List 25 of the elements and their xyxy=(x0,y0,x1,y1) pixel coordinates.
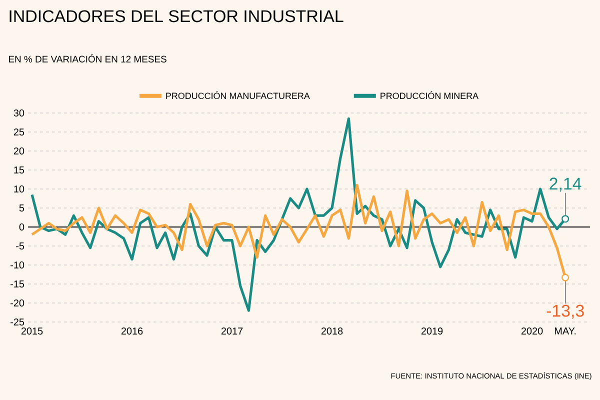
y-tick-label: 25 xyxy=(14,128,24,136)
y-tick-label: -25 xyxy=(10,318,24,326)
x-tick-label: 2017 xyxy=(221,328,243,335)
y-tick-label: 30 xyxy=(14,109,24,117)
annotation: 2,14 xyxy=(550,178,582,192)
y-tick-label: 0 xyxy=(19,223,24,231)
y-tick-label: 10 xyxy=(14,185,24,193)
y-tick-label: 5 xyxy=(19,204,24,212)
y-tick-label: -10 xyxy=(10,261,24,269)
x-tick-label: 2018 xyxy=(321,328,343,335)
legend-label: PRODUCCIÓN MANUFACTURERA xyxy=(166,91,310,100)
x-tick-label: 2019 xyxy=(421,328,443,335)
annotation: -13,3 xyxy=(546,304,584,319)
legend-label: PRODUCCIÓN MINERA xyxy=(380,91,479,100)
y-tick-label: 20 xyxy=(14,147,24,155)
y-tick-label: 15 xyxy=(14,166,24,174)
y-tick-label: -20 xyxy=(10,299,24,307)
x-tick-label: 2020 xyxy=(521,328,543,335)
x-tick-label: 2015 xyxy=(21,328,43,335)
y-tick-label: -5 xyxy=(16,242,24,250)
y-tick-label: -15 xyxy=(10,280,24,288)
x-tick-label: 2016 xyxy=(121,328,143,335)
chart-subtitle: EN % DE VARIACIÓN EN 12 MESES xyxy=(8,54,166,62)
x-tick-label: MAY. xyxy=(554,328,576,334)
chart-title: INDICADORES DEL SECTOR INDUSTRIAL xyxy=(10,10,344,22)
